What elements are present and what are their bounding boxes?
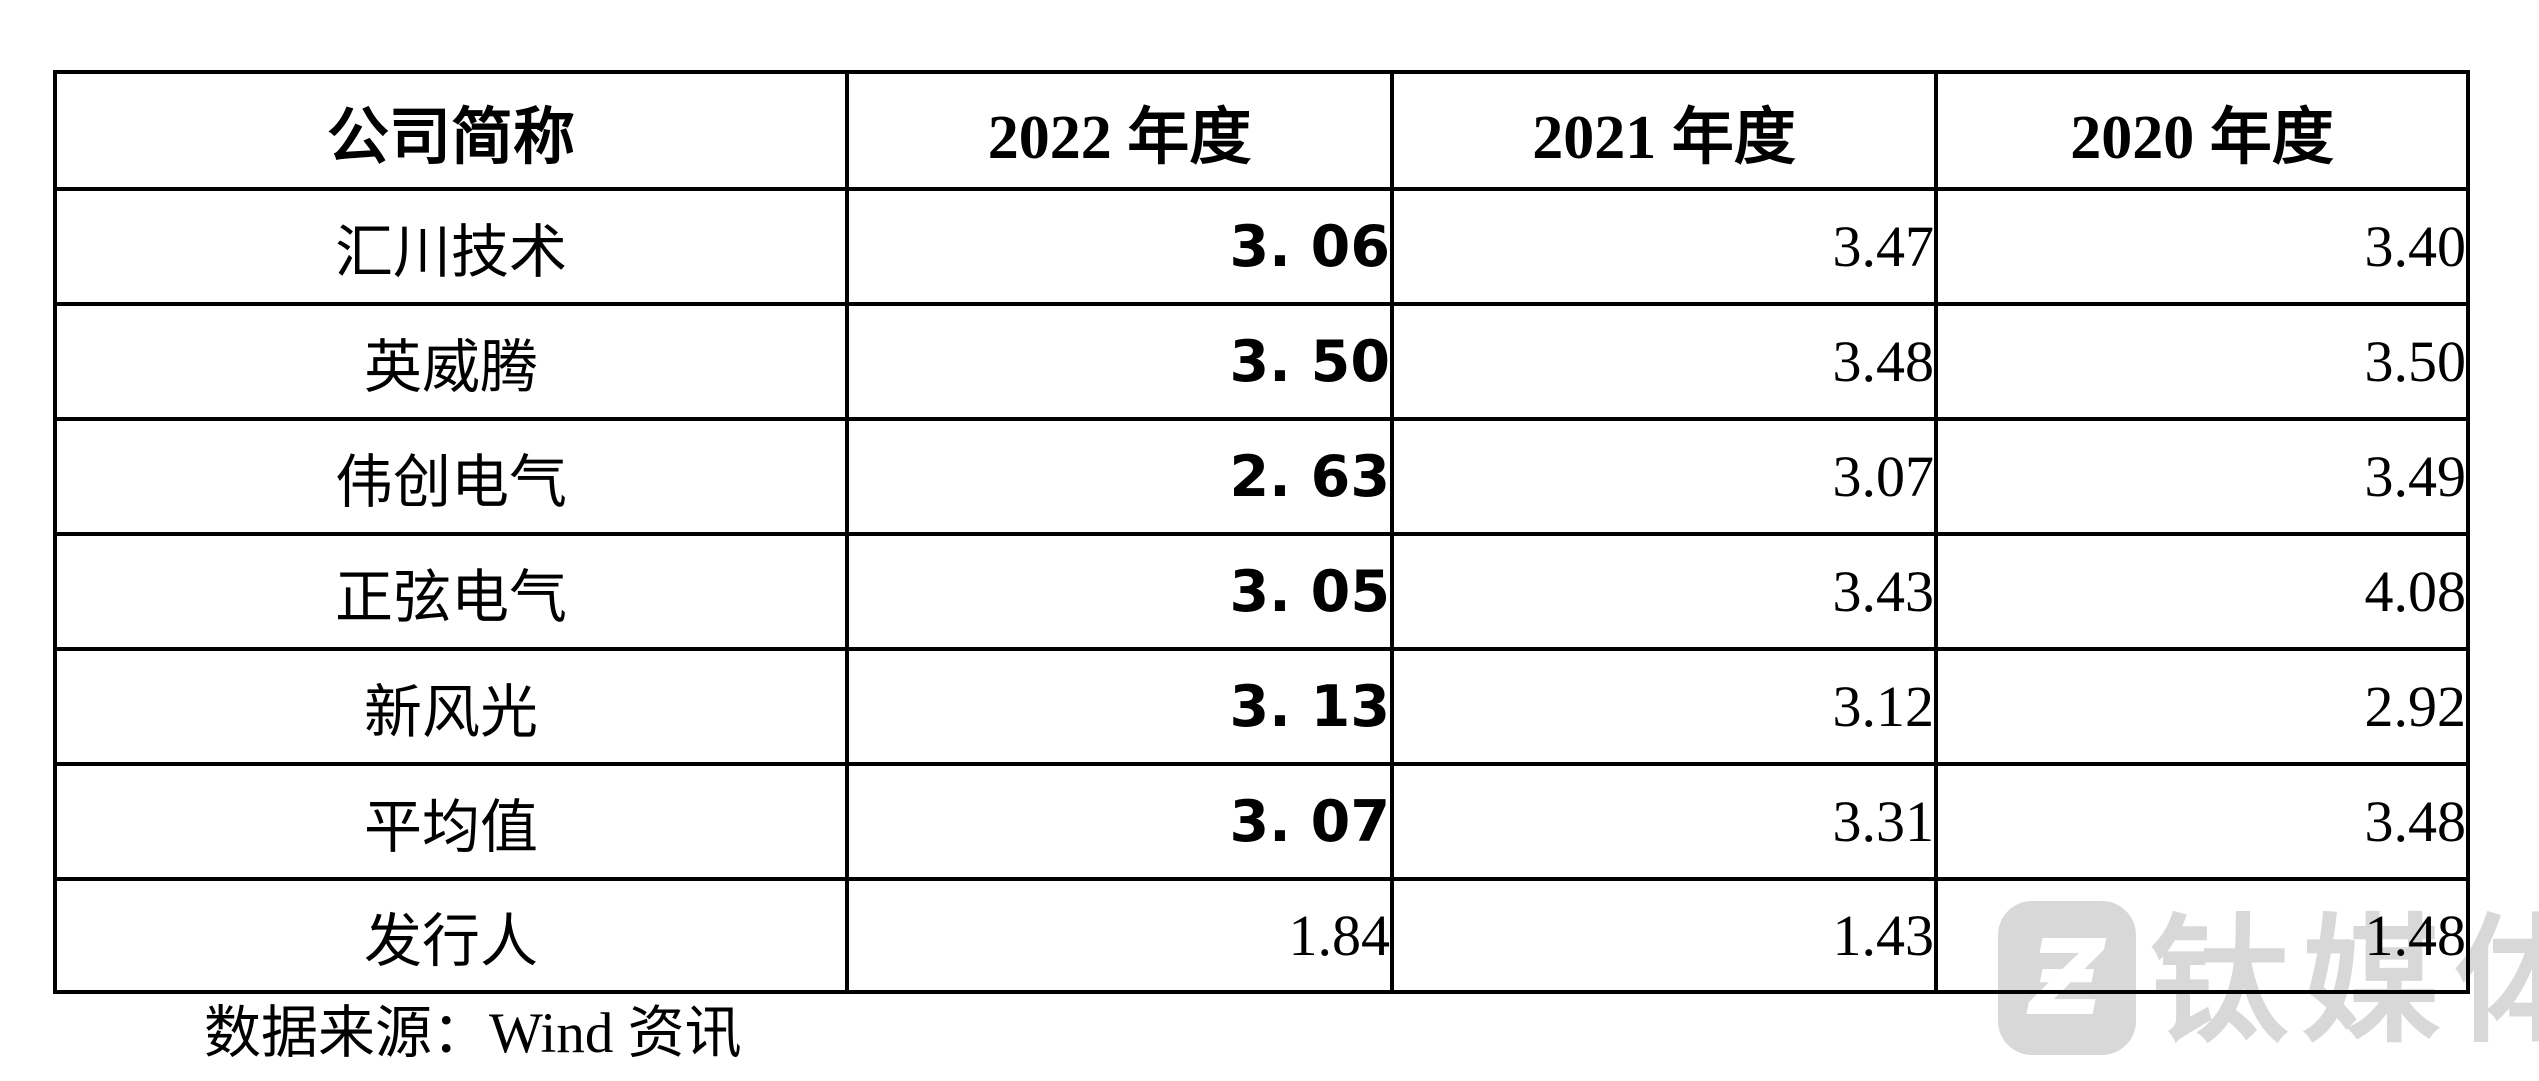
company-name-cell: 英威腾	[53, 302, 849, 421]
table-row: 伟创电气 2. 63 3.07 3.49	[53, 417, 2470, 536]
value-2022-cell: 3. 07	[845, 762, 1394, 881]
table-row: 汇川技术 3. 06 3.47 3.40	[53, 187, 2470, 306]
value-2022-cell: 1.84	[845, 877, 1394, 994]
header-year-2022: 2022 年度	[845, 70, 1394, 191]
header-company-name: 公司简称	[53, 70, 849, 191]
value-2020-cell: 1.48	[1934, 877, 2470, 994]
peer-comparison-table: 公司简称 2022 年度 2021 年度 2020 年度 汇川技术 3. 06 …	[53, 70, 2470, 994]
table-row: 新风光 3. 13 3.12 2.92	[53, 647, 2470, 766]
table-row: 英威腾 3. 50 3.48 3.50	[53, 302, 2470, 421]
value-2021-cell: 3.43	[1390, 532, 1938, 651]
value-2021-cell: 3.07	[1390, 417, 1938, 536]
value-2021-cell: 3.47	[1390, 187, 1938, 306]
value-2020-cell: 3.49	[1934, 417, 2470, 536]
company-name-cell: 平均值	[53, 762, 849, 881]
header-year-2021: 2021 年度	[1390, 70, 1938, 191]
value-2021-cell: 3.31	[1390, 762, 1938, 881]
value-2022-cell: 3. 13	[845, 647, 1394, 766]
table-row: 平均值 3. 07 3.31 3.48	[53, 762, 2470, 881]
table-row-issuer: 发行人 1.84 1.43 1.48	[53, 877, 2470, 994]
value-2021-cell: 3.12	[1390, 647, 1938, 766]
value-2021-cell: 1.43	[1390, 877, 1938, 994]
company-name-cell: 汇川技术	[53, 187, 849, 306]
value-2020-cell: 3.40	[1934, 187, 2470, 306]
value-2022-cell: 3. 50	[845, 302, 1394, 421]
value-2020-cell: 2.92	[1934, 647, 2470, 766]
value-2022-cell: 3. 05	[845, 532, 1394, 651]
table-row: 正弦电气 3. 05 3.43 4.08	[53, 532, 2470, 651]
header-row: 公司简称 2022 年度 2021 年度 2020 年度	[53, 70, 2470, 191]
company-name-cell: 正弦电气	[53, 532, 849, 651]
value-2020-cell: 3.50	[1934, 302, 2470, 421]
value-2021-cell: 3.48	[1390, 302, 1938, 421]
company-name-cell: 伟创电气	[53, 417, 849, 536]
value-2020-cell: 4.08	[1934, 532, 2470, 651]
value-2022-cell: 3. 06	[845, 187, 1394, 306]
header-year-2020: 2020 年度	[1934, 70, 2470, 191]
company-name-cell: 发行人	[53, 877, 849, 994]
value-2022-cell: 2. 63	[845, 417, 1394, 536]
company-name-cell: 新风光	[53, 647, 849, 766]
data-source-note: 数据来源：Wind 资讯	[204, 1002, 742, 1065]
value-2020-cell: 3.48	[1934, 762, 2470, 881]
